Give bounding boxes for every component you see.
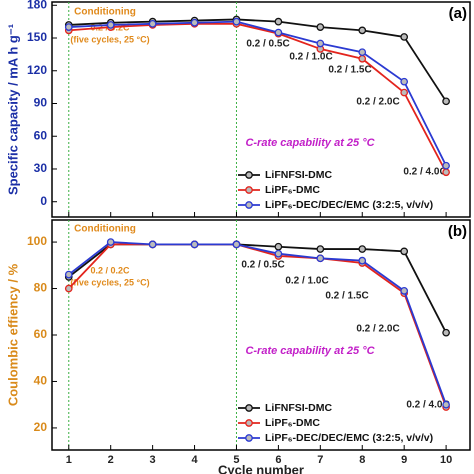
- series-line: [68, 22, 447, 173]
- series-line: [68, 243, 447, 334]
- annotation: 0.2 / 0.5C: [246, 39, 289, 50]
- x-tick-label: 3: [150, 454, 156, 466]
- annotation: 0.2 / 4.0C: [403, 167, 446, 178]
- point: [106, 21, 115, 29]
- y-axis-label: Specific capacity / mA h g⁻¹: [5, 24, 20, 195]
- x-tick-label: 10: [440, 454, 452, 466]
- x-axis-label: Cycle number: [218, 462, 304, 474]
- y-tick-label: 120: [27, 63, 47, 77]
- legend-marker: [245, 201, 253, 209]
- annotation: C-rate capability at 25 °C: [245, 137, 375, 149]
- annotation: Conditioning: [74, 7, 136, 18]
- x-tick-label: 1: [66, 454, 72, 466]
- plot-frame: [51, 219, 471, 451]
- legend-marker: [245, 171, 253, 179]
- point: [274, 17, 283, 26]
- point: [442, 161, 450, 170]
- annotation: (five cycles, 25 °C): [70, 277, 149, 287]
- point: [106, 238, 115, 246]
- panel-label: (a): [449, 5, 467, 22]
- point: [148, 240, 157, 249]
- point: [358, 54, 367, 63]
- point: [232, 17, 241, 26]
- legend-label: LiPF₆-DEC/DEC/EMC (3:2:5, v/v/v): [265, 432, 433, 444]
- point: [316, 39, 325, 48]
- legend-label: LiPF₆-DMC: [265, 417, 320, 429]
- point: [400, 287, 409, 295]
- point: [400, 88, 409, 97]
- annotation: 0.2 / 2.0C: [356, 97, 399, 108]
- point: [190, 240, 199, 249]
- point: [64, 270, 73, 279]
- x-tick-label: 7: [317, 454, 323, 466]
- annotation: 0.2 / 0.5C: [241, 260, 284, 271]
- panel-label: (b): [448, 223, 467, 240]
- point: [400, 33, 409, 41]
- point: [148, 19, 157, 28]
- series-line: [68, 243, 447, 408]
- annotation: C-rate capability at 25 °C: [245, 345, 375, 357]
- annotation: 0.2 / 1.5C: [325, 291, 368, 302]
- legend-label: LiFNFSI-DMC: [265, 169, 332, 181]
- annotation: 0.2 / 1.5C: [328, 65, 371, 76]
- point: [400, 247, 409, 256]
- legend-marker: [245, 434, 253, 442]
- point: [64, 23, 73, 31]
- point: [64, 284, 73, 293]
- y-tick-label: 60: [34, 128, 48, 142]
- legend-label: LiPF₆-DEC/DEC/EMC (3:2:5, v/v/v): [265, 199, 433, 211]
- series-line: [68, 20, 447, 167]
- point: [274, 28, 283, 37]
- point: [442, 328, 450, 337]
- annotation: Conditioning: [74, 224, 136, 235]
- point: [232, 240, 241, 249]
- y-tick-label: 100: [27, 234, 47, 248]
- point: [316, 245, 325, 253]
- annotation: 0.2 / 0.2C: [90, 265, 130, 275]
- x-tick-label: 5: [233, 454, 239, 466]
- series-line: [68, 18, 447, 102]
- point: [400, 77, 409, 86]
- y-tick-label: 20: [34, 420, 48, 434]
- y-tick-label: 30: [34, 161, 48, 175]
- point: [316, 254, 325, 263]
- legend-label: LiPF₆-DMC: [265, 184, 320, 196]
- annotation: 0.2 / 4.0C: [406, 400, 449, 411]
- point: [316, 23, 325, 31]
- y-tick-label: 40: [34, 374, 48, 388]
- y-tick-label: 150: [27, 30, 47, 44]
- legend-marker: [245, 419, 253, 427]
- plot-frame: [51, 1, 471, 218]
- point: [274, 249, 283, 258]
- point: [442, 97, 450, 106]
- point: [274, 242, 283, 251]
- y-tick-label: 0: [40, 194, 47, 208]
- legend-label: LiFNFSI-DMC: [265, 402, 332, 414]
- point: [442, 168, 450, 177]
- point: [190, 18, 199, 27]
- x-tick-label: 6: [275, 454, 281, 466]
- x-tick-label: 2: [108, 454, 114, 466]
- x-tick-label: 8: [359, 454, 365, 466]
- annotation: 0.2 / 1.0C: [289, 52, 332, 63]
- y-tick-label: 90: [34, 96, 48, 110]
- annotation: (five cycles, 25 °C): [70, 34, 149, 44]
- series-line: [68, 241, 447, 406]
- point: [358, 26, 367, 35]
- y-tick-label: 80: [34, 281, 48, 295]
- legend-marker: [245, 186, 253, 194]
- annotation: 0.2 / 1.0C: [285, 276, 328, 287]
- point: [358, 256, 367, 265]
- point: [358, 245, 367, 253]
- y-tick-label: 180: [27, 0, 47, 11]
- y-tick-label: 60: [34, 327, 48, 341]
- legend-marker: [245, 404, 253, 412]
- point: [358, 48, 367, 57]
- x-tick-label: 4: [191, 454, 198, 466]
- annotation: 0.2 / 2.0C: [356, 324, 399, 335]
- point: [442, 400, 450, 409]
- x-tick-label: 9: [401, 454, 407, 466]
- y-axis-label: Coulombic effiency / %: [5, 263, 20, 406]
